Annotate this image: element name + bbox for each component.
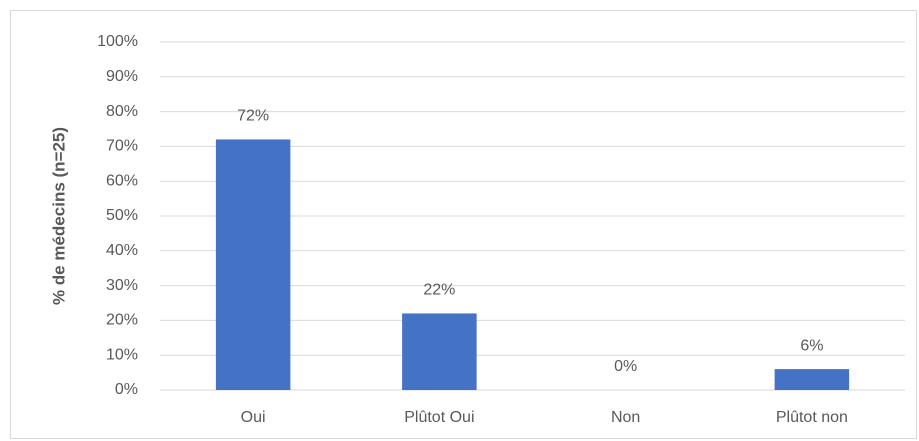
data-label: 72%	[237, 108, 269, 125]
x-tick-label: Plûtot Oui	[404, 409, 474, 426]
x-tick-label: Oui	[241, 409, 266, 426]
y-tick-label: 80%	[106, 103, 138, 120]
x-tick-label: Non	[611, 409, 640, 426]
y-tick-label: 30%	[106, 277, 138, 294]
y-tick-label: 90%	[106, 68, 138, 85]
y-tick-label: 70%	[106, 138, 138, 155]
data-label: 6%	[800, 337, 823, 354]
y-tick-label: 60%	[106, 172, 138, 189]
y-tick-label: 40%	[106, 242, 138, 259]
x-tick-label: Plûtot non	[776, 409, 848, 426]
y-tick-label: 50%	[106, 207, 138, 224]
y-axis-label: % de médecins (n=25)	[49, 127, 68, 305]
data-label: 22%	[423, 282, 455, 299]
y-tick-label: 100%	[97, 33, 138, 50]
bar	[215, 139, 291, 390]
y-tick-label: 0%	[115, 381, 138, 398]
y-tick-label: 20%	[106, 312, 138, 329]
data-label: 0%	[614, 358, 637, 375]
bar	[774, 369, 850, 390]
bar	[402, 313, 477, 390]
y-tick-label: 10%	[106, 346, 138, 363]
